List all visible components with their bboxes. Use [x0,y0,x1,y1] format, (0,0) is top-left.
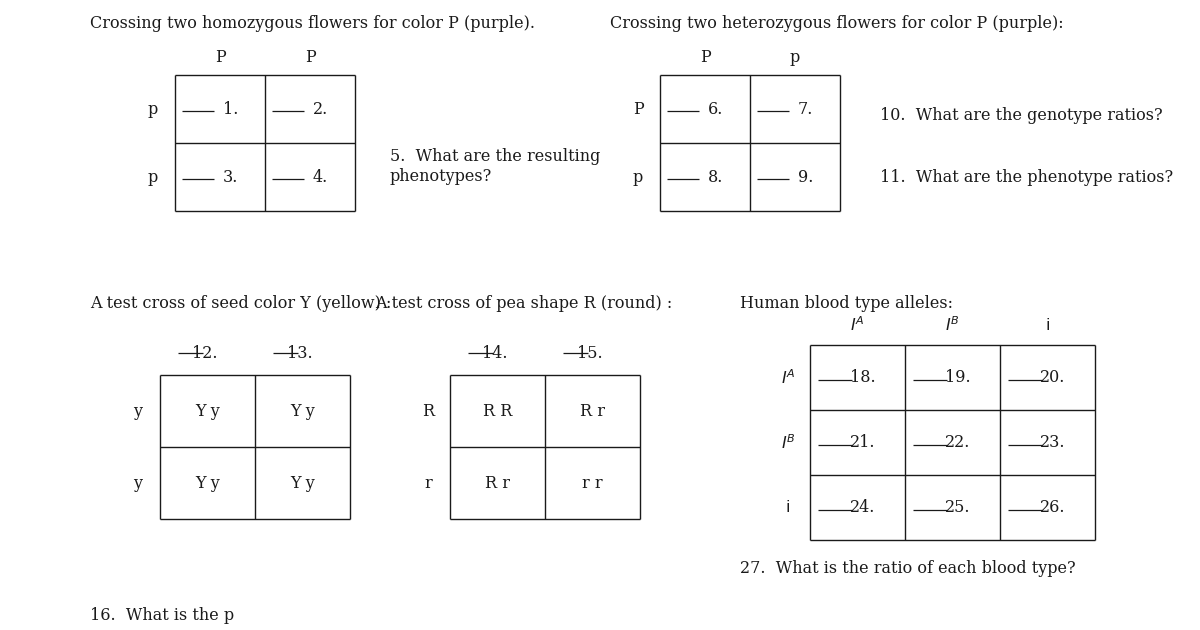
Text: R R: R R [482,403,512,420]
Text: Human blood type alleles:: Human blood type alleles: [740,295,953,312]
Text: p: p [632,168,643,185]
Text: i: i [786,500,791,515]
Text: 3.: 3. [223,168,238,185]
Text: P: P [215,49,226,66]
Text: 19.: 19. [944,369,971,386]
Text: 2.: 2. [313,101,328,118]
Text: P: P [632,101,643,118]
Text: 27.  What is the ratio of each blood type?: 27. What is the ratio of each blood type… [740,560,1075,577]
Text: R r: R r [485,474,510,491]
Text: p: p [148,101,158,118]
Text: 26.: 26. [1040,499,1066,516]
Text: 21.: 21. [850,434,876,451]
Text: 24.: 24. [850,499,876,516]
Text: Crossing two homozygous flowers for color P (purple).: Crossing two homozygous flowers for colo… [90,15,535,32]
Text: 12.: 12. [192,345,217,362]
Text: p: p [790,49,800,66]
Text: 23.: 23. [1040,434,1066,451]
Text: 25.: 25. [946,499,971,516]
Text: $I^B$: $I^B$ [946,316,960,335]
Text: 18.: 18. [850,369,876,386]
Text: 14.: 14. [482,345,508,362]
Text: 15.: 15. [577,345,602,362]
Text: 10.  What are the genotype ratios?: 10. What are the genotype ratios? [880,106,1163,123]
Text: Y y: Y y [196,474,220,491]
Text: A test cross of pea shape R (round) :: A test cross of pea shape R (round) : [374,295,672,312]
Text: 7.: 7. [798,101,814,118]
Text: 4.: 4. [313,168,328,185]
Text: A test cross of seed color Y (yellow) :: A test cross of seed color Y (yellow) : [90,295,391,312]
Text: 22.: 22. [946,434,971,451]
Text: i: i [1045,318,1050,333]
Text: 11.  What are the phenotype ratios?: 11. What are the phenotype ratios? [880,169,1174,186]
Text: 20.: 20. [1040,369,1066,386]
Text: r: r [424,474,432,491]
Text: Y y: Y y [290,474,314,491]
Text: R r: R r [580,403,605,420]
Text: R: R [422,403,434,420]
Text: P: P [305,49,316,66]
Text: 9.: 9. [798,168,814,185]
Text: 1.: 1. [223,101,238,118]
Text: 16.  What is the p: 16. What is the p [90,607,234,624]
Text: $I^A$: $I^A$ [850,316,865,335]
Text: Crossing two heterozygous flowers for color P (purple):: Crossing two heterozygous flowers for co… [610,15,1063,32]
Text: 6.: 6. [708,101,722,118]
Text: 8.: 8. [708,168,722,185]
Text: 5.  What are the resulting
phenotypes?: 5. What are the resulting phenotypes? [390,148,600,185]
Text: Y y: Y y [196,403,220,420]
Text: r r: r r [582,474,602,491]
Text: Y y: Y y [290,403,314,420]
Text: y: y [133,403,143,420]
Text: P: P [700,49,710,66]
Text: $I^A$: $I^A$ [781,368,796,387]
Text: $I^B$: $I^B$ [780,433,796,452]
Text: p: p [148,168,158,185]
Text: y: y [133,474,143,491]
Text: 13.: 13. [287,345,312,362]
